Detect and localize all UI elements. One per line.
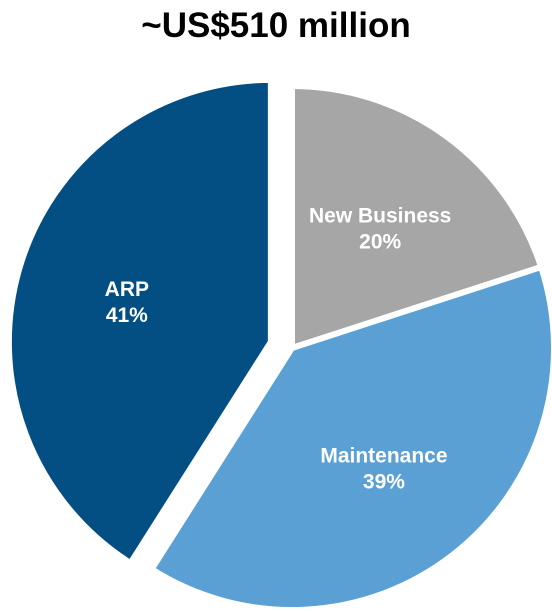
chart-title: ~US$510 million [141,6,411,45]
slice-label-maintenance: Maintenance [320,445,447,468]
slice-label-new-business: New Business [309,205,451,228]
slice-label-arp: ARP [105,278,149,301]
slice-value-arp: 41% [106,304,148,327]
pie-slice-maintenance [148,264,552,612]
slice-value-new-business: 20% [359,231,401,254]
pie-slice-new-business [289,83,545,351]
pie-slice-arp [5,76,274,567]
slice-value-maintenance: 39% [363,471,405,494]
